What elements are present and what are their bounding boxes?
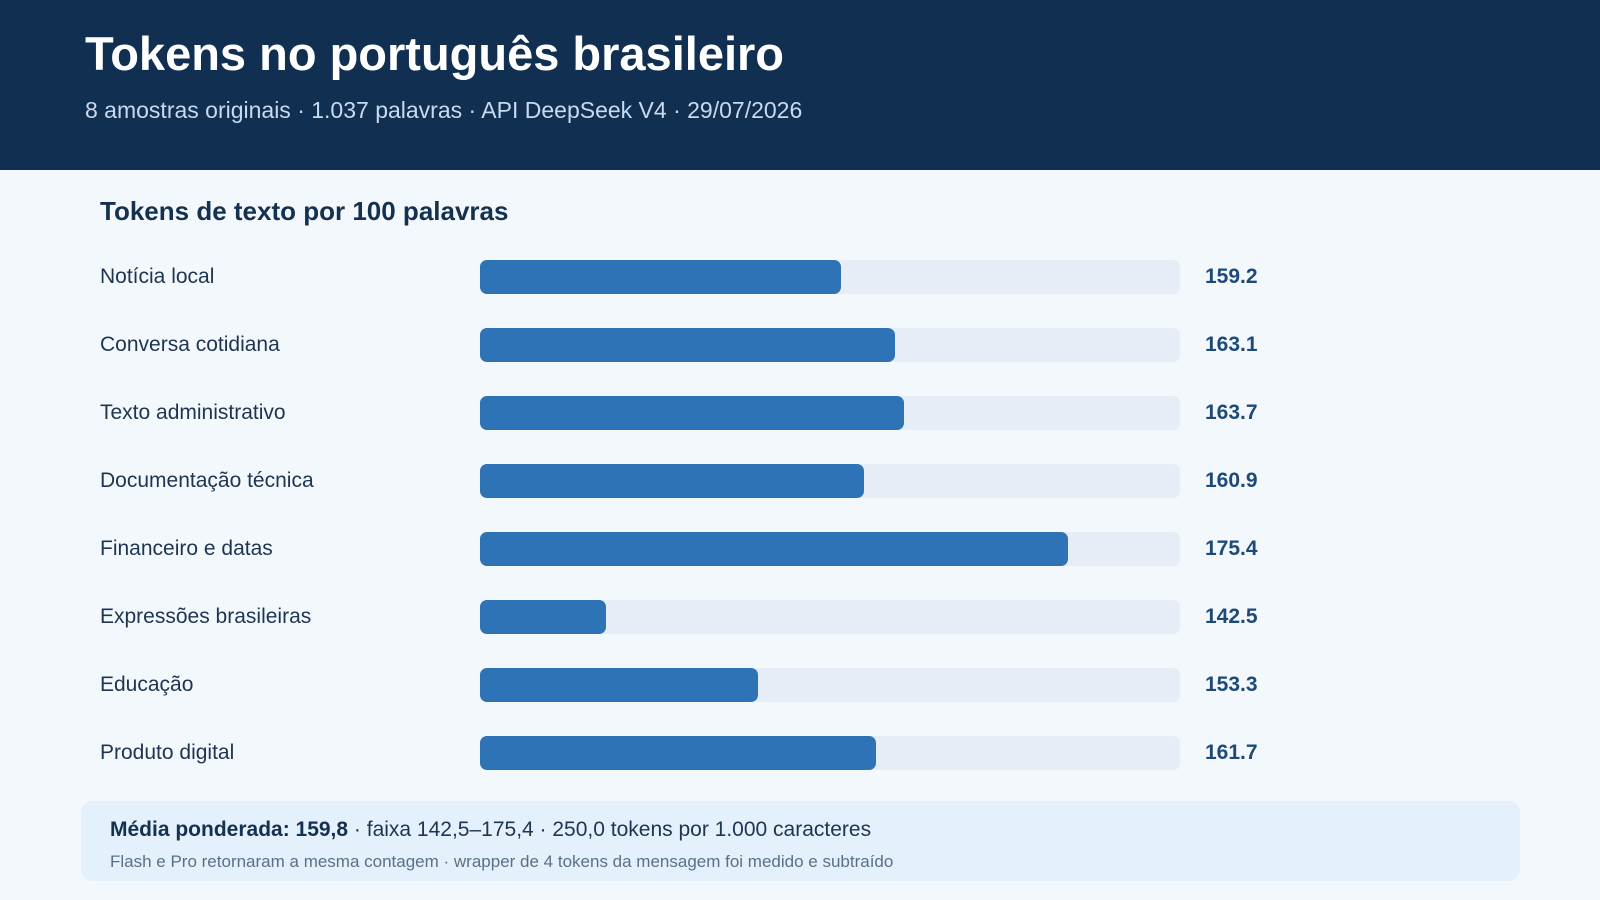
bar	[480, 600, 607, 634]
bar	[480, 736, 876, 770]
category-label: Produto digital	[100, 741, 235, 764]
bar-row: Documentação técnica 160.9	[0, 464, 1600, 498]
summary-main-line: Média ponderada: 159,8 · faixa 142,5–175…	[110, 818, 871, 842]
bar-row: Educação 153.3	[0, 668, 1600, 702]
value-label: 142.5	[1205, 605, 1258, 628]
value-label: 163.1	[1205, 333, 1258, 356]
bar	[480, 328, 896, 362]
bar-row: Conversa cotidiana 163.1	[0, 328, 1600, 362]
bar	[480, 260, 841, 294]
bar-track	[480, 464, 1180, 498]
category-label: Expressões brasileiras	[100, 605, 312, 628]
value-label: 163.7	[1205, 401, 1258, 424]
category-label: Financeiro e datas	[100, 537, 273, 560]
category-label: Notícia local	[100, 265, 215, 288]
bar-row: Texto administrativo 163.7	[0, 396, 1600, 430]
value-label: 153.3	[1205, 673, 1258, 696]
bar-row: Notícia local 159.2	[0, 260, 1600, 294]
bar-track	[480, 736, 1180, 770]
chart-title: Tokens de texto por 100 palavras	[100, 196, 509, 226]
bar	[480, 396, 904, 430]
category-label: Educação	[100, 673, 194, 696]
bar	[480, 668, 758, 702]
summary-range-text: · faixa 142,5–175,4 · 250,0 tokens por 1…	[348, 818, 872, 841]
bar	[480, 464, 865, 498]
summary-note: Flash e Pro retornaram a mesma contagem …	[110, 852, 894, 871]
header-banner: Tokens no português brasileiro 8 amostra…	[0, 0, 1600, 170]
category-label: Texto administrativo	[100, 401, 286, 424]
bar-row: Financeiro e datas 175.4	[0, 532, 1600, 566]
bar-track	[480, 668, 1180, 702]
summary-weighted-average: Média ponderada: 159,8	[110, 818, 349, 841]
category-label: Conversa cotidiana	[100, 333, 280, 356]
bar-track	[480, 260, 1180, 294]
bar-row: Expressões brasileiras 142.5	[0, 600, 1600, 634]
bar-track	[480, 532, 1180, 566]
bar-track	[480, 600, 1180, 634]
bar	[480, 532, 1068, 566]
category-label: Documentação técnica	[100, 469, 314, 492]
bar-track	[480, 396, 1180, 430]
summary-box: Média ponderada: 159,8 · faixa 142,5–175…	[81, 801, 1520, 881]
page-title: Tokens no português brasileiro	[85, 27, 785, 80]
value-label: 159.2	[1205, 265, 1258, 288]
page-subtitle: 8 amostras originais · 1.037 palavras · …	[85, 97, 803, 123]
bar-row: Produto digital 161.7	[0, 736, 1600, 770]
value-label: 161.7	[1205, 741, 1258, 764]
bar-track	[480, 328, 1180, 362]
value-label: 160.9	[1205, 469, 1258, 492]
value-label: 175.4	[1205, 537, 1258, 560]
